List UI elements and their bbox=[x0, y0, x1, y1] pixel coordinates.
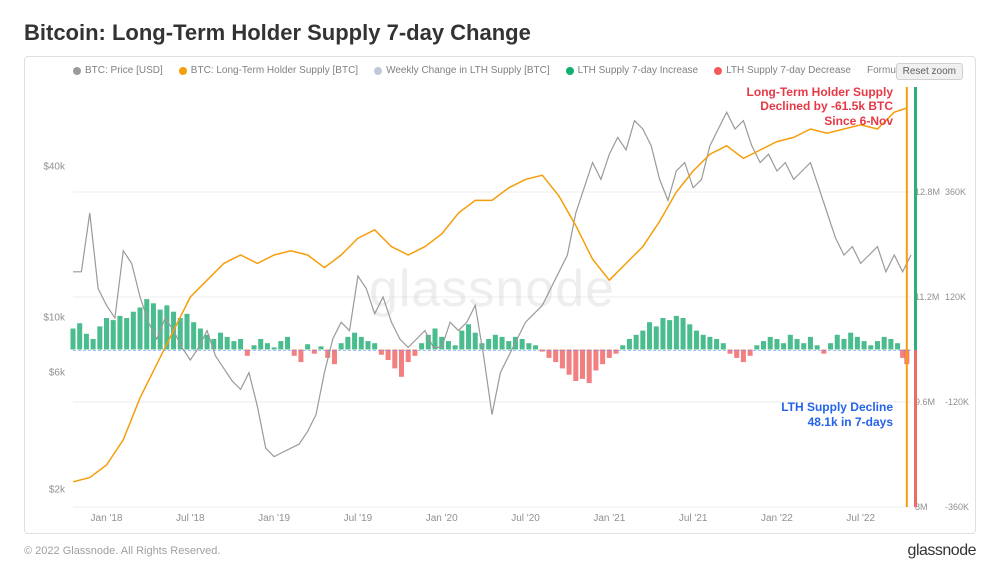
legend-marker bbox=[179, 67, 187, 75]
legend-label: BTC: Long-Term Holder Supply [BTC] bbox=[191, 65, 358, 76]
y-axis-right-2: 360K120K-120K-360K bbox=[943, 87, 975, 507]
x-tick-label: Jul '21 bbox=[679, 513, 708, 524]
legend-marker bbox=[714, 67, 722, 75]
legend-item[interactable]: LTH Supply 7-day Increase bbox=[566, 65, 698, 76]
y-tick-label: $10k bbox=[43, 313, 65, 324]
y-tick-label: 12.8M bbox=[915, 187, 940, 197]
y-tick-label: 360K bbox=[945, 187, 966, 197]
legend-label: BTC: Price [USD] bbox=[85, 65, 163, 76]
legend-label: LTH Supply 7-day Increase bbox=[578, 65, 698, 76]
legend-item[interactable]: Weekly Change in LTH Supply [BTC] bbox=[374, 65, 550, 76]
legend-item[interactable]: BTC: Price [USD] bbox=[73, 65, 163, 76]
reset-zoom-button[interactable]: Reset zoom bbox=[896, 63, 963, 80]
x-tick-label: Jul '20 bbox=[511, 513, 540, 524]
chart-container: BTC: Price [USD] BTC: Long-Term Holder Su… bbox=[24, 56, 976, 534]
copyright: © 2022 Glassnode. All Rights Reserved. bbox=[24, 545, 220, 557]
legend-marker bbox=[374, 67, 382, 75]
legend-marker bbox=[566, 67, 574, 75]
x-tick-label: Jan '22 bbox=[761, 513, 793, 524]
chart-svg bbox=[73, 87, 911, 507]
y-tick-label: -360K bbox=[945, 502, 969, 512]
x-tick-label: Jan '21 bbox=[593, 513, 625, 524]
y-tick-label: -120K bbox=[945, 397, 969, 407]
y-tick-label: 11.2M bbox=[915, 292, 939, 302]
legend-label: LTH Supply 7-day Decrease bbox=[726, 65, 851, 76]
chart-title: Bitcoin: Long-Term Holder Supply 7-day C… bbox=[24, 20, 976, 46]
x-tick-label: Jul '18 bbox=[176, 513, 205, 524]
legend: BTC: Price [USD] BTC: Long-Term Holder Su… bbox=[73, 65, 963, 76]
legend-label: Weekly Change in LTH Supply [BTC] bbox=[386, 65, 550, 76]
right-color-indicator bbox=[914, 87, 917, 507]
y-tick-label: 120K bbox=[945, 292, 966, 302]
x-tick-label: Jan '19 bbox=[258, 513, 290, 524]
legend-item[interactable]: BTC: Long-Term Holder Supply [BTC] bbox=[179, 65, 358, 76]
y-tick-label: $6k bbox=[49, 367, 65, 378]
legend-item[interactable]: LTH Supply 7-day Decrease bbox=[714, 65, 851, 76]
x-tick-label: Jan '20 bbox=[426, 513, 458, 524]
y-axis-left: $40k $10k $6k $2k bbox=[25, 87, 69, 507]
legend-marker bbox=[73, 67, 81, 75]
y-tick-label: $40k bbox=[43, 161, 65, 172]
x-tick-label: Jan '18 bbox=[91, 513, 123, 524]
footer: © 2022 Glassnode. All Rights Reserved. g… bbox=[24, 542, 976, 560]
y-tick-label: 9.6M bbox=[915, 397, 935, 407]
brand-logo: glassnode bbox=[908, 542, 976, 560]
plot-area[interactable]: glassnode Long-Term Holder Supply Declin… bbox=[73, 87, 911, 507]
zero-line bbox=[73, 350, 911, 351]
x-tick-label: Jul '22 bbox=[846, 513, 875, 524]
x-tick-label: Jul '19 bbox=[344, 513, 373, 524]
x-axis: Jan '18 Jul '18 Jan '19 Jul '19 Jan '20 Jul '… bbox=[73, 511, 911, 533]
y-tick-label: $2k bbox=[49, 485, 65, 496]
